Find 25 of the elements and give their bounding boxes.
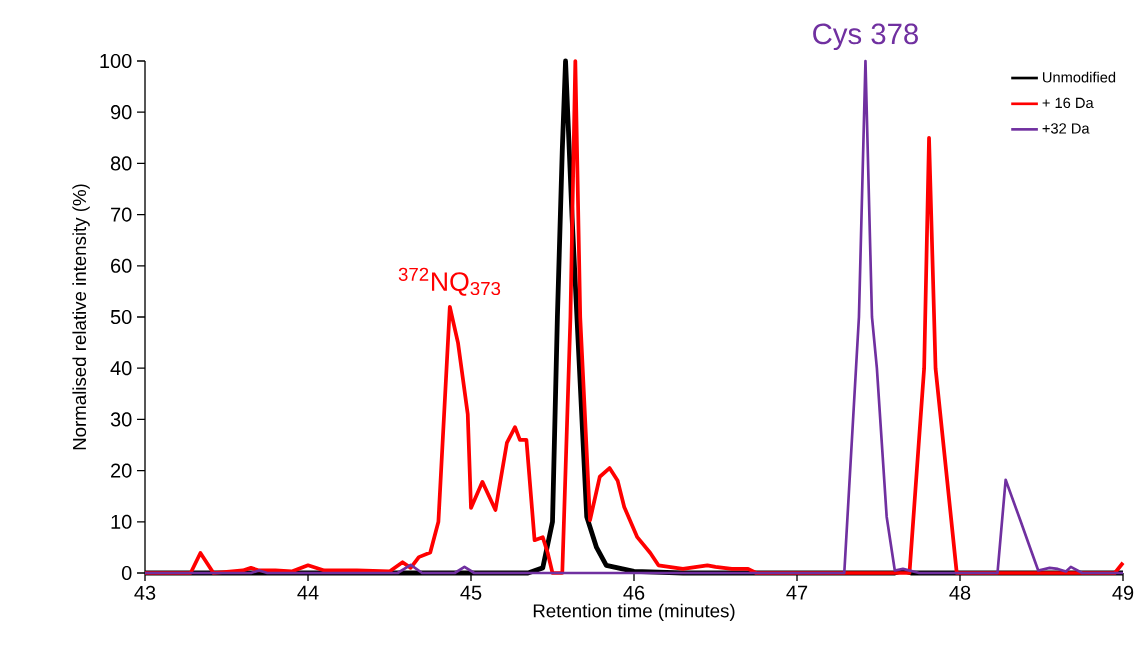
legend-label: Unmodified: [1043, 71, 1116, 83]
x-axis-title: Retention time (minutes): [533, 603, 735, 622]
x-tick-label: 43: [134, 585, 156, 600]
y-tick-label: 80: [110, 156, 132, 171]
y-tick-label: 100: [100, 53, 132, 69]
y-tick-label: 20: [111, 463, 132, 478]
y-tick-label: 90: [110, 105, 132, 120]
y-tick-label: 10: [111, 514, 132, 529]
y-tick-label: 40: [110, 361, 132, 376]
x-tick-label: 49: [1112, 585, 1134, 600]
y-tick-label: 30: [110, 412, 132, 427]
y-tick-label: 60: [111, 258, 132, 273]
x-tick-label: 45: [460, 585, 482, 600]
x-tick-label: 48: [949, 585, 971, 600]
x-tick-label: 47: [786, 585, 808, 600]
x-tick-label: 44: [297, 585, 319, 600]
legend-label: + 16 Da: [1042, 97, 1094, 109]
annotation: Cys 378: [813, 23, 918, 51]
legend-label: +32 Da: [1042, 123, 1090, 134]
annotation: $^{372}$NQ$_{373}$: [398, 267, 501, 296]
y-tick-label: 50: [110, 309, 132, 325]
y-tick-label: 0: [121, 565, 132, 581]
y-axis-title: Normalised relative intensity (%): [72, 184, 90, 450]
y-tick-label: 70: [111, 207, 132, 222]
x-tick-label: 46: [623, 585, 645, 600]
